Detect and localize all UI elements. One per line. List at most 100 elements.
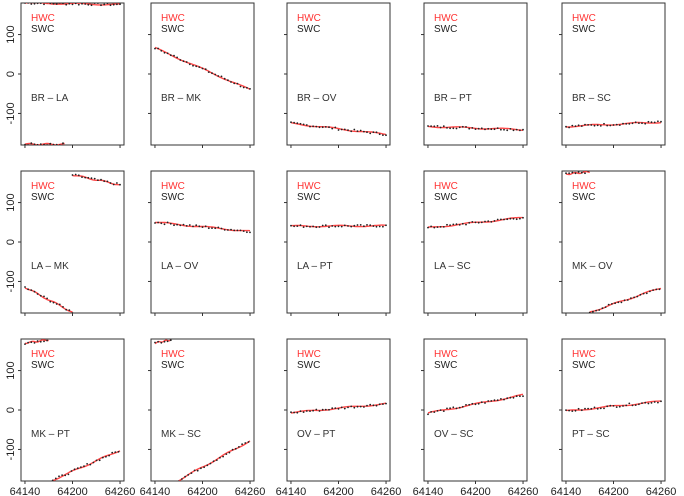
swc-point bbox=[106, 3, 109, 5]
pair-label: BR – OV bbox=[297, 93, 337, 104]
swc-point bbox=[62, 3, 64, 5]
swc-point bbox=[500, 398, 502, 400]
swc-point bbox=[436, 226, 439, 228]
x-tick-label: 64140 bbox=[413, 486, 444, 496]
swc-point bbox=[93, 3, 96, 4]
swc-point bbox=[612, 124, 615, 126]
swc-point bbox=[296, 225, 299, 227]
swc-point bbox=[574, 409, 577, 412]
swc-point bbox=[315, 125, 318, 128]
legend-hwc: HWC bbox=[297, 349, 321, 360]
swc-point bbox=[68, 309, 71, 311]
swc-point bbox=[92, 461, 95, 464]
legend-hwc: HWC bbox=[572, 181, 596, 192]
swc-point bbox=[305, 225, 308, 228]
swc-point bbox=[363, 406, 365, 408]
swc-point bbox=[90, 4, 93, 7]
swc-point bbox=[622, 405, 624, 407]
legend-swc: SWC bbox=[572, 192, 595, 203]
swc-point bbox=[565, 409, 567, 411]
swc-point bbox=[382, 403, 384, 405]
swc-point bbox=[369, 403, 372, 406]
swc-point bbox=[650, 121, 653, 124]
swc-point bbox=[312, 125, 314, 128]
swc-point bbox=[641, 122, 643, 125]
swc-point bbox=[220, 75, 223, 78]
swc-point bbox=[343, 224, 346, 227]
pair-label: LA – MK bbox=[31, 261, 69, 272]
swc-point bbox=[24, 286, 26, 288]
swc-point bbox=[233, 229, 236, 232]
swc-point bbox=[512, 217, 515, 220]
x-tick-label: 64260 bbox=[508, 486, 539, 496]
swc-point bbox=[568, 409, 570, 412]
swc-point bbox=[623, 299, 626, 302]
swc-point bbox=[334, 126, 337, 129]
swc-point bbox=[27, 288, 29, 291]
swc-point bbox=[184, 475, 186, 478]
swc-point bbox=[439, 226, 442, 228]
swc-point bbox=[427, 413, 429, 416]
swc-point bbox=[625, 123, 628, 125]
swc-point bbox=[222, 455, 224, 458]
pair-label: MK – SC bbox=[161, 429, 201, 440]
pair-label: OV – PT bbox=[297, 429, 335, 440]
swc-point bbox=[584, 407, 586, 410]
swc-point bbox=[493, 220, 496, 222]
swc-point bbox=[215, 459, 218, 461]
x-tick-label: 64260 bbox=[371, 486, 402, 496]
swc-point bbox=[465, 126, 467, 128]
swc-point bbox=[340, 225, 343, 228]
swc-point bbox=[116, 182, 118, 184]
swc-point bbox=[590, 407, 593, 410]
swc-point bbox=[179, 224, 182, 227]
data-layer bbox=[565, 400, 662, 412]
swc-point bbox=[599, 407, 602, 410]
swc-point bbox=[372, 131, 375, 134]
data-layer bbox=[154, 339, 251, 481]
swc-point bbox=[331, 225, 334, 227]
swc-point bbox=[658, 288, 661, 291]
swc-point bbox=[230, 228, 232, 231]
swc-point bbox=[433, 125, 436, 128]
swc-point bbox=[54, 477, 57, 480]
swc-point bbox=[290, 121, 292, 124]
swc-point bbox=[112, 183, 115, 186]
swc-point bbox=[84, 3, 87, 5]
swc-point bbox=[577, 407, 580, 410]
swc-point bbox=[477, 127, 480, 130]
x-tick-label: 64140 bbox=[140, 486, 171, 496]
legend-hwc: HWC bbox=[161, 349, 185, 360]
swc-point bbox=[606, 124, 609, 127]
swc-point bbox=[24, 3, 26, 4]
swc-point bbox=[490, 400, 493, 402]
swc-point bbox=[236, 82, 239, 85]
swc-point bbox=[315, 408, 318, 411]
data-layer bbox=[565, 171, 662, 313]
swc-point bbox=[593, 406, 596, 409]
swc-point bbox=[309, 125, 311, 128]
swc-point bbox=[565, 172, 567, 175]
swc-point bbox=[36, 3, 39, 5]
swc-point bbox=[290, 411, 292, 414]
swc-point bbox=[343, 407, 346, 410]
swc-point bbox=[334, 407, 337, 409]
legend-swc: SWC bbox=[434, 360, 457, 371]
legend-swc: SWC bbox=[31, 360, 54, 371]
swc-point bbox=[522, 128, 524, 131]
swc-point bbox=[359, 129, 362, 132]
swc-point bbox=[169, 54, 172, 57]
swc-point bbox=[293, 121, 295, 124]
swc-point bbox=[154, 47, 156, 50]
swc-point bbox=[117, 450, 120, 453]
x-tick-label: 64140 bbox=[551, 486, 582, 496]
swc-point bbox=[324, 408, 327, 411]
swc-point bbox=[217, 75, 220, 77]
swc-point bbox=[62, 142, 64, 145]
swc-point bbox=[657, 401, 659, 404]
swc-point bbox=[449, 224, 451, 226]
swc-point bbox=[522, 395, 524, 398]
swc-point bbox=[52, 301, 55, 304]
